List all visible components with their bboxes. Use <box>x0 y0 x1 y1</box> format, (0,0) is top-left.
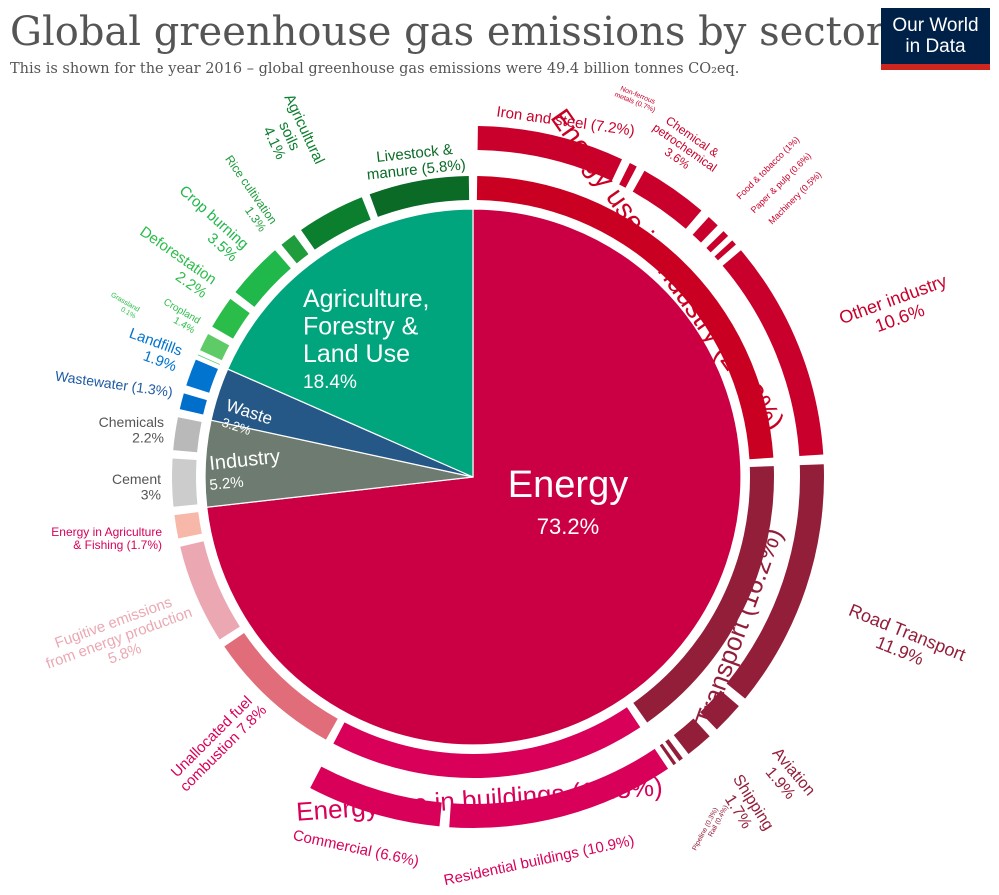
label-commercial: Commercial (6.6%) <box>291 827 420 870</box>
label-cropland: Cropland1.4% <box>156 297 202 336</box>
inner-label-energy: Energy <box>508 464 628 506</box>
outer-slice-road-transport <box>726 464 824 699</box>
outer-slice-paper-and-pulp <box>706 231 729 253</box>
chart-subtitle: This is shown for the year 2016 – global… <box>10 61 739 77</box>
outer-slice-pipeline <box>659 743 677 766</box>
label-unallocated: Unallocated fuelcombustion 7.8% <box>165 690 270 795</box>
mid-slice-cement <box>172 458 198 507</box>
label-cement: Cement 3% <box>112 471 161 502</box>
logo-line-1: Our World <box>892 15 979 36</box>
outer-slice-aviation <box>700 690 739 730</box>
outer-slice-commercial <box>310 766 442 827</box>
label-aviation: Aviation1.9% <box>755 745 818 811</box>
mid-slice-agricultural-soils <box>301 197 371 250</box>
label-non-ferrous: Non-ferrousmetals (0.7%) <box>613 84 659 114</box>
outer-slice-residential-buildings <box>449 748 669 828</box>
mid-slice-cropland <box>200 334 230 361</box>
inner-value-afolu: 18.4% <box>303 372 357 393</box>
outer-ring <box>310 126 824 828</box>
mid-slice-landfills <box>186 359 218 393</box>
label-road-transport: Road Transport11.9% <box>839 600 969 683</box>
outer-slice-shipping <box>673 718 710 755</box>
mid-slice-deforestation <box>212 298 250 339</box>
mid-slice-transport <box>633 466 775 723</box>
label-landfills: Landfills1.9% <box>121 325 184 375</box>
label-chemical-petro: Chemical &petrochemical3.6% <box>643 110 727 186</box>
label-machinery: Machinery (0.5%) <box>766 169 823 226</box>
label-deforestation: Deforestation2.2% <box>127 223 219 302</box>
outer-slice-rail <box>665 739 683 761</box>
mid-slice-chemicals <box>173 417 202 453</box>
label-grassland: Grassland0.1% <box>106 292 141 321</box>
mid-slice-crop-burning <box>235 250 291 307</box>
inner-slice-agriculture-forestry-and-land-use <box>226 208 474 478</box>
label-residential: Residential buildings (10.9%) <box>442 832 636 889</box>
mid-slice-energy-in-agriculture-and-fishing <box>174 512 202 539</box>
inner-slice-energy <box>206 208 742 746</box>
inner-value-energy: 73.2% <box>537 514 599 539</box>
mid-slice-energy-use-in-industry <box>476 176 774 460</box>
label-livestock: Livestock &manure (5.8%) <box>364 140 466 184</box>
mid-slice-rice-cultivation <box>281 234 309 264</box>
inner-ring <box>204 208 742 746</box>
inner-label-afolu: Agriculture, Forestry & Land Use <box>303 285 429 368</box>
label-energy-agri: Energy in Agriculture & Fishing (1.7%) <box>51 525 162 552</box>
mid-slice-livestock-and-manure <box>369 176 470 217</box>
outer-slice-machinery <box>714 240 736 261</box>
mid-slice-wastewater <box>179 393 207 415</box>
mid-slice-grassland <box>197 354 220 365</box>
label-wastewater: Wastewater (1.3%) <box>54 368 174 400</box>
middle-ring <box>172 176 775 779</box>
owid-logo[interactable]: Our World in Data <box>881 8 990 70</box>
outer-slice-food-and-tobacco <box>692 216 718 243</box>
outer-slice-chemical-and-petrochemical <box>632 170 702 229</box>
label-chemicals: Chemicals 2.2% <box>99 414 164 445</box>
mid-slice-unallocated-fuel-combustion <box>224 633 338 740</box>
label-other-industry: Other industry10.6% <box>836 271 956 347</box>
label-fugitive: Fugitive emissionsfrom energy production… <box>38 588 200 688</box>
inner-value-industry: 5.2% <box>209 473 245 493</box>
outer-slice-iron-and-steel <box>477 126 623 181</box>
label-agri-soils: Agriculturalsoils4.1% <box>251 92 328 181</box>
mid-slice-fugitive-emissions-from-energy-production <box>180 541 240 640</box>
outer-slice-non-ferrous-metals <box>619 163 637 188</box>
chart-title: Global greenhouse gas emissions by secto… <box>10 9 886 55</box>
outer-slice-other-industry <box>722 250 824 457</box>
logo-line-2: in Data <box>905 36 966 57</box>
mid-slice-energy-use-in-buildings <box>333 707 641 779</box>
